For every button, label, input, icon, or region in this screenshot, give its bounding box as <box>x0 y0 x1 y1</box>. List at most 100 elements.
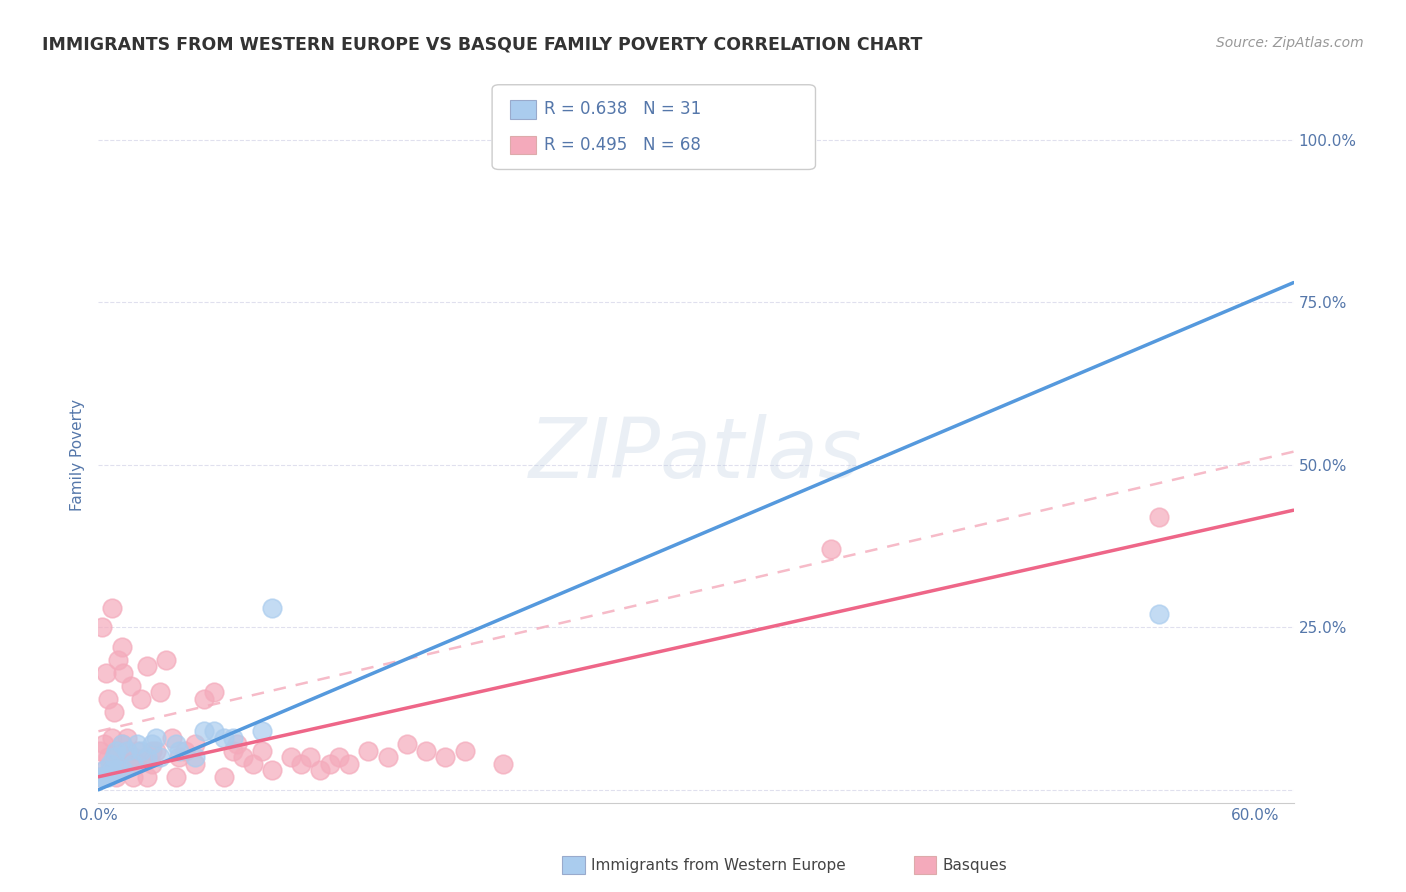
Point <box>160 731 183 745</box>
Point <box>202 685 225 699</box>
Point <box>141 756 163 771</box>
Point <box>165 770 187 784</box>
Point <box>184 750 207 764</box>
Point <box>122 770 145 784</box>
Point <box>135 770 157 784</box>
Text: R = 0.638   N = 31: R = 0.638 N = 31 <box>544 100 702 119</box>
Point <box>135 659 157 673</box>
Point <box>252 724 274 739</box>
Text: R = 0.495   N = 68: R = 0.495 N = 68 <box>544 136 702 154</box>
Point <box>91 620 114 634</box>
Point <box>280 750 302 764</box>
Point <box>145 744 167 758</box>
Point <box>97 750 120 764</box>
Point <box>169 750 191 764</box>
Point <box>91 770 114 784</box>
Point <box>242 756 264 771</box>
Point <box>112 764 135 778</box>
Point <box>377 750 399 764</box>
Text: IMMIGRANTS FROM WESTERN EUROPE VS BASQUE FAMILY POVERTY CORRELATION CHART: IMMIGRANTS FROM WESTERN EUROPE VS BASQUE… <box>42 36 922 54</box>
Point <box>104 770 127 784</box>
Point <box>125 737 148 751</box>
Point <box>107 744 129 758</box>
Point <box>337 756 360 771</box>
Point <box>169 744 191 758</box>
Point <box>193 691 215 706</box>
Point <box>129 744 152 758</box>
Point <box>174 744 197 758</box>
Point <box>94 665 117 680</box>
Point <box>117 731 139 745</box>
Point <box>222 744 245 758</box>
Point <box>222 731 245 745</box>
Point <box>101 764 124 778</box>
Point <box>107 764 129 778</box>
Text: ZIPatlas: ZIPatlas <box>529 415 863 495</box>
Text: Immigrants from Western Europe: Immigrants from Western Europe <box>591 858 845 872</box>
Point <box>328 750 350 764</box>
Point <box>118 756 141 771</box>
Point <box>97 770 120 784</box>
Point <box>1147 607 1170 622</box>
Text: Basques: Basques <box>942 858 1007 872</box>
Point <box>184 756 207 771</box>
Point <box>415 744 437 758</box>
Point <box>193 724 215 739</box>
Point <box>94 770 117 784</box>
Point <box>89 770 111 784</box>
Point <box>122 756 145 771</box>
Point <box>89 770 111 784</box>
Point <box>103 750 125 764</box>
Point <box>135 750 157 764</box>
Point <box>125 756 148 771</box>
Point <box>125 744 148 758</box>
Point <box>202 724 225 739</box>
Point <box>117 744 139 758</box>
Y-axis label: Family Poverty: Family Poverty <box>70 399 86 511</box>
Point <box>226 737 249 751</box>
Point <box>212 731 235 745</box>
Point <box>260 600 283 615</box>
Point <box>135 750 157 764</box>
Point <box>260 764 283 778</box>
Point <box>820 542 842 557</box>
Point <box>97 691 120 706</box>
Point <box>101 731 124 745</box>
Point <box>103 756 125 771</box>
Point <box>319 756 342 771</box>
Point <box>395 737 418 751</box>
Point <box>120 679 142 693</box>
Point <box>98 764 121 778</box>
Point <box>492 756 515 771</box>
Point <box>290 756 312 771</box>
Point <box>145 731 167 745</box>
Point <box>98 756 121 771</box>
Point <box>104 744 127 758</box>
Point <box>108 764 131 778</box>
Point <box>299 750 322 764</box>
Point <box>129 691 152 706</box>
Point <box>93 764 115 778</box>
Point <box>453 744 475 758</box>
Point <box>89 744 111 758</box>
Point <box>252 744 274 758</box>
Point <box>103 705 125 719</box>
Point <box>110 640 132 654</box>
Point <box>309 764 332 778</box>
Point <box>149 685 172 699</box>
Point <box>434 750 457 764</box>
Point <box>93 737 115 751</box>
Point <box>141 744 163 758</box>
Point <box>107 653 129 667</box>
Text: Source: ZipAtlas.com: Source: ZipAtlas.com <box>1216 36 1364 50</box>
Point <box>112 665 135 680</box>
Point <box>141 737 163 751</box>
Point <box>232 750 254 764</box>
Point <box>122 750 145 764</box>
Point <box>1147 509 1170 524</box>
Point <box>110 737 132 751</box>
Point <box>93 764 115 778</box>
Point <box>117 744 139 758</box>
Point <box>357 744 380 758</box>
Point <box>155 653 177 667</box>
